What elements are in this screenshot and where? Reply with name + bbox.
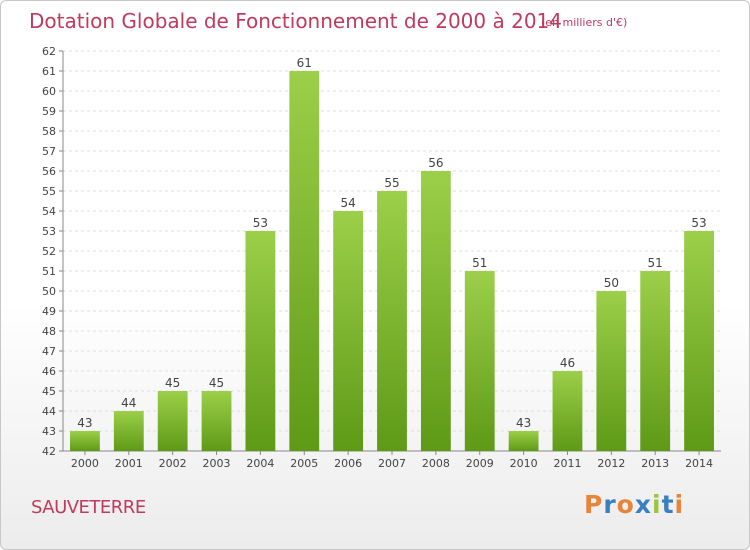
data-label: 46 — [560, 356, 575, 370]
x-tick-label: 2007 — [378, 457, 406, 470]
x-tick-label: 2010 — [510, 457, 538, 470]
y-tick-label: 49 — [42, 305, 56, 318]
y-tick-label: 58 — [42, 125, 56, 138]
y-tick-label: 57 — [42, 145, 56, 158]
bar-2009 — [464, 271, 495, 451]
y-tick-label: 56 — [42, 165, 56, 178]
bar-2012 — [596, 291, 627, 451]
data-label: 53 — [253, 216, 268, 230]
x-tick-label: 2008 — [422, 457, 450, 470]
y-tick-label: 62 — [42, 45, 56, 58]
bar-2013 — [640, 271, 671, 451]
logo-letter: i — [674, 490, 685, 519]
data-label: 45 — [165, 376, 180, 390]
unit-note: (en milliers d'€) — [541, 16, 628, 29]
bar-2003 — [201, 391, 232, 451]
data-label: 51 — [648, 256, 663, 270]
x-tick-label: 2005 — [290, 457, 318, 470]
bar-2014 — [684, 231, 714, 451]
data-label: 56 — [428, 156, 443, 170]
logo-letter: x — [634, 490, 652, 519]
y-tick-label: 44 — [42, 405, 56, 418]
y-tick-label: 59 — [42, 105, 56, 118]
bar-2000 — [70, 431, 100, 451]
proxiti-logo: Proxiti — [584, 490, 684, 519]
y-tick-label: 43 — [42, 425, 56, 438]
y-tick-label: 53 — [42, 225, 56, 238]
logo-letter: i — [652, 490, 662, 519]
logo-letter: P — [584, 490, 604, 519]
y-tick-label: 45 — [42, 385, 56, 398]
x-tick-label: 2001 — [115, 457, 143, 470]
bar-2006 — [333, 211, 364, 451]
data-label: 54 — [340, 196, 355, 210]
x-tick-label: 2004 — [246, 457, 274, 470]
y-tick-label: 54 — [42, 205, 56, 218]
data-label: 45 — [209, 376, 224, 390]
bar-2002 — [157, 391, 188, 451]
x-tick-label: 2002 — [159, 457, 187, 470]
data-label: 51 — [472, 256, 487, 270]
y-tick-label: 52 — [42, 245, 56, 258]
y-tick-label: 60 — [42, 85, 56, 98]
bar-2011 — [552, 371, 583, 451]
x-tick-label: 2003 — [203, 457, 231, 470]
y-tick-label: 51 — [42, 265, 56, 278]
bar-2004 — [245, 231, 276, 451]
bar-2007 — [377, 191, 407, 451]
bar-2001 — [113, 411, 144, 451]
x-tick-label: 2000 — [71, 457, 99, 470]
x-tick-label: 2012 — [597, 457, 625, 470]
x-tick-label: 2009 — [466, 457, 494, 470]
x-tick-label: 2006 — [334, 457, 362, 470]
y-tick-label: 42 — [42, 445, 56, 458]
bar-2010 — [508, 431, 539, 451]
y-tick-label: 55 — [42, 185, 56, 198]
y-tick-label: 61 — [42, 65, 56, 78]
data-label: 44 — [121, 396, 136, 410]
bar-2008 — [420, 171, 451, 451]
data-label: 50 — [604, 276, 619, 290]
y-tick-label: 47 — [42, 345, 56, 358]
x-tick-label: 2013 — [641, 457, 669, 470]
y-tick-label: 50 — [42, 285, 56, 298]
x-tick-label: 2011 — [553, 457, 581, 470]
data-label: 53 — [691, 216, 706, 230]
logo-letter: t — [661, 490, 675, 519]
y-tick-label: 46 — [42, 365, 56, 378]
data-label: 43 — [516, 416, 531, 430]
data-label: 61 — [297, 56, 312, 70]
data-label: 43 — [77, 416, 92, 430]
logo-letter: o — [616, 490, 635, 519]
x-tick-label: 2014 — [685, 457, 713, 470]
bar-2005 — [289, 71, 320, 451]
chart-title: Dotation Globale de Fonctionnement de 20… — [29, 9, 562, 33]
data-label: 55 — [384, 176, 399, 190]
commune-name: SAUVETERRE — [31, 497, 146, 518]
logo-letter: r — [603, 490, 617, 519]
y-tick-label: 48 — [42, 325, 56, 338]
